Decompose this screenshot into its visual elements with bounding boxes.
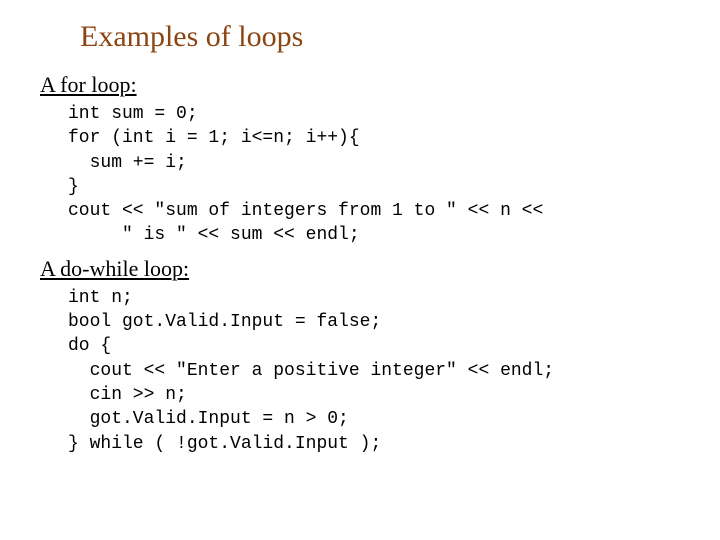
code-line: cout << "sum of integers from 1 to " << … <box>68 201 543 221</box>
slide-container: Examples of loops A for loop: int sum = … <box>0 0 720 484</box>
code-line: cout << "Enter a positive integer" << en… <box>68 361 554 381</box>
section-heading-for-loop: A for loop: <box>40 72 680 98</box>
code-line: int sum = 0; <box>68 104 198 124</box>
code-line: bool got.Valid.Input = false; <box>68 312 381 332</box>
section-heading-do-while: A do-while loop: <box>40 256 680 282</box>
code-block-for-loop: int sum = 0; for (int i = 1; i<=n; i++){… <box>68 102 680 248</box>
code-block-do-while: int n; bool got.Valid.Input = false; do … <box>68 286 680 456</box>
code-line: } <box>68 177 79 197</box>
code-line: " is " << sum << endl; <box>68 225 360 245</box>
code-line: sum += i; <box>68 153 187 173</box>
slide-title: Examples of loops <box>80 20 680 54</box>
code-line: int n; <box>68 288 133 308</box>
code-line: got.Valid.Input = n > 0; <box>68 409 349 429</box>
code-line: } while ( !got.Valid.Input ); <box>68 434 381 454</box>
code-line: for (int i = 1; i<=n; i++){ <box>68 128 360 148</box>
code-line: do { <box>68 336 111 356</box>
code-line: cin >> n; <box>68 385 187 405</box>
